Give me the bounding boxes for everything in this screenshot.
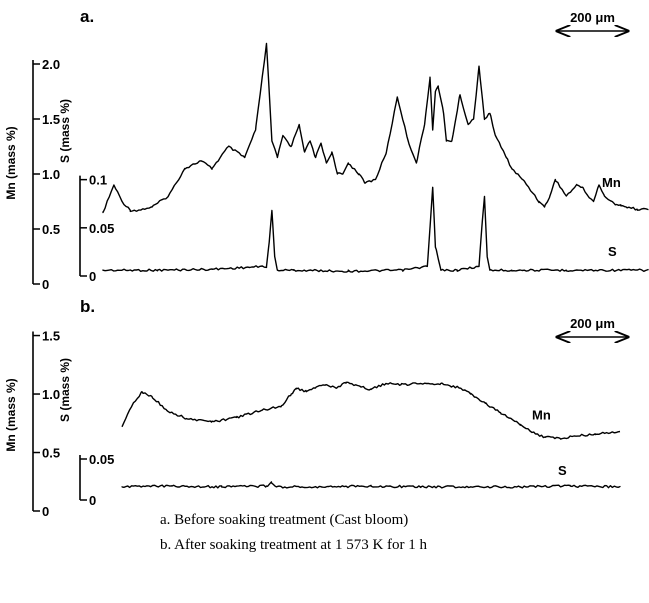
mn-axis-tick-label: 0 bbox=[42, 504, 49, 519]
panel-b: b. 200 μm 0 0.5 1.0 1.5 Mn (mass %) 0 0.05 S (mas… bbox=[4, 297, 628, 519]
mn-axis-title: Mn (mass %) bbox=[4, 378, 18, 451]
mn-axis-tick-label: 0 bbox=[42, 277, 49, 292]
s-series-label: S bbox=[558, 463, 567, 478]
scale-bar-label: 200 μm bbox=[570, 316, 615, 331]
panel-label: b. bbox=[80, 297, 95, 316]
s-series-line bbox=[102, 186, 649, 273]
mn-series-line bbox=[121, 381, 621, 440]
caption-b: b. After soaking treatment at 1 573 K fo… bbox=[160, 537, 428, 553]
caption-a: a. Before soaking treatment (Cast bloom) bbox=[160, 512, 409, 528]
panel-a: a. 200 μm 0 0.5 1.0 1.5 2.0 Mn (mass %) 0 0.05 0.1… bbox=[4, 7, 649, 292]
mn-axis-tick-label: 1.0 bbox=[42, 387, 60, 402]
s-axis-title: S (mass %) bbox=[58, 358, 72, 422]
mn-axis-title: Mn (mass %) bbox=[4, 126, 18, 199]
mn-axis-tick-label: 2.0 bbox=[42, 57, 60, 72]
s-axis-tick-label: 0.1 bbox=[89, 173, 107, 188]
s-axis-tick-label: 0.05 bbox=[89, 221, 114, 236]
mn-series-label: Mn bbox=[532, 407, 551, 422]
mn-series-line bbox=[102, 42, 649, 214]
mn-series-label: Mn bbox=[602, 175, 621, 190]
mn-axis-tick-label: 1.5 bbox=[42, 329, 60, 344]
s-axis-title: S (mass %) bbox=[58, 99, 72, 163]
scale-bar-label: 200 μm bbox=[570, 10, 615, 25]
panel-label: a. bbox=[80, 7, 94, 26]
mn-axis-tick-label: 1.5 bbox=[42, 112, 60, 127]
s-axis-tick-label: 0 bbox=[89, 269, 96, 284]
mn-axis-tick-label: 0.5 bbox=[42, 446, 60, 461]
s-series-line bbox=[121, 481, 621, 489]
s-series-label: S bbox=[608, 244, 617, 259]
s-axis-tick-label: 0 bbox=[89, 493, 96, 508]
s-axis-tick-label: 0.05 bbox=[89, 452, 114, 467]
mn-axis-tick-label: 0.5 bbox=[42, 222, 60, 237]
mn-axis-tick-label: 1.0 bbox=[42, 167, 60, 182]
